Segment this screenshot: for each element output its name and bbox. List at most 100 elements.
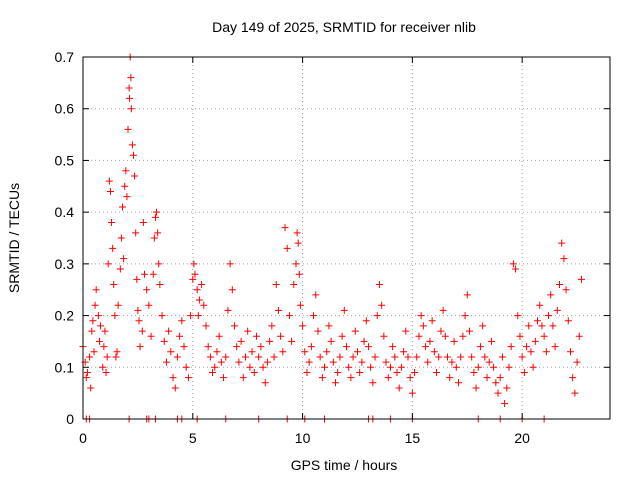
data-point: [239, 374, 247, 382]
data-point: [494, 389, 502, 397]
data-point: [82, 374, 90, 382]
data-point: [470, 368, 478, 376]
data-point: [520, 368, 528, 376]
data-point: [360, 337, 368, 345]
data-point: [391, 353, 399, 361]
y-tick-label: 0.5: [55, 152, 75, 168]
data-point: [244, 327, 252, 335]
data-point: [575, 332, 583, 340]
data-point: [191, 270, 199, 278]
data-point: [220, 374, 228, 382]
data-point: [198, 281, 206, 289]
data-point: [406, 374, 414, 382]
data-point: [314, 327, 322, 335]
data-point: [400, 348, 408, 356]
data-point: [303, 368, 311, 376]
y-tick-label: 0: [66, 411, 74, 427]
data-point: [263, 358, 271, 366]
data-point: [439, 306, 447, 314]
data-point: [336, 353, 344, 361]
data-point: [566, 348, 574, 356]
data-point: [395, 384, 403, 392]
data-point: [252, 332, 260, 340]
data-point: [140, 270, 148, 278]
data-point: [154, 229, 162, 237]
data-point: [476, 343, 484, 351]
data-point: [512, 265, 520, 273]
data-point: [215, 332, 223, 340]
data-point: [386, 363, 394, 371]
data-point: [261, 379, 269, 387]
data-point: [277, 332, 285, 340]
data-point: [184, 374, 192, 382]
data-point: [461, 312, 469, 320]
data-point: [334, 368, 342, 376]
data-point: [474, 363, 482, 371]
data-point: [92, 286, 100, 294]
data-point: [457, 353, 465, 361]
data-point: [217, 358, 225, 366]
data-point: [127, 74, 135, 82]
data-point: [362, 317, 370, 325]
data-point: [310, 312, 318, 320]
data-point: [318, 374, 326, 382]
data-point: [384, 374, 392, 382]
x-tick-label: 20: [514, 430, 530, 446]
data-point: [110, 281, 118, 289]
data-point: [560, 255, 568, 263]
data-point: [126, 94, 134, 102]
data-point: [327, 337, 335, 345]
data-point: [347, 374, 355, 382]
data-point: [195, 296, 203, 304]
data-point: [505, 363, 513, 371]
data-point: [454, 379, 462, 387]
data-point: [222, 353, 230, 361]
data-point: [94, 312, 102, 320]
data-point: [468, 353, 476, 361]
data-point: [329, 358, 337, 366]
data-point: [288, 337, 296, 345]
data-point: [158, 312, 166, 320]
data-point: [402, 327, 410, 335]
data-point: [411, 368, 419, 376]
data-point: [529, 363, 537, 371]
data-point: [105, 177, 113, 185]
data-point: [124, 125, 132, 133]
data-point: [248, 348, 256, 356]
data-point: [426, 337, 434, 345]
data-point: [542, 348, 550, 356]
data-point: [459, 332, 467, 340]
data-point: [573, 358, 581, 366]
data-point: [507, 343, 515, 351]
data-point: [111, 312, 119, 320]
data-point: [463, 291, 471, 299]
data-point: [571, 389, 579, 397]
data-point: [241, 353, 249, 361]
chart-title: Day 149 of 2025, SRMTID for receiver nli…: [212, 19, 476, 35]
data-point: [138, 327, 146, 335]
data-point: [187, 312, 195, 320]
data-point: [89, 317, 97, 325]
data-point: [88, 327, 96, 335]
data-point: [279, 348, 287, 356]
data-point: [90, 348, 98, 356]
data-point: [295, 270, 303, 278]
data-point: [125, 84, 133, 92]
x-tick-label: 10: [295, 430, 311, 446]
data-point: [259, 363, 267, 371]
data-point: [180, 343, 188, 351]
data-point: [417, 312, 425, 320]
y-tick-label: 0.6: [55, 101, 75, 117]
data-point: [169, 374, 177, 382]
data-point: [479, 322, 487, 330]
data-point: [147, 332, 155, 340]
data-point: [283, 244, 291, 252]
data-point: [435, 353, 443, 361]
data-point: [378, 301, 386, 309]
data-point: [173, 353, 181, 361]
data-point: [190, 260, 198, 268]
data-point: [237, 337, 245, 345]
data-point: [86, 353, 94, 361]
data-point: [441, 332, 449, 340]
